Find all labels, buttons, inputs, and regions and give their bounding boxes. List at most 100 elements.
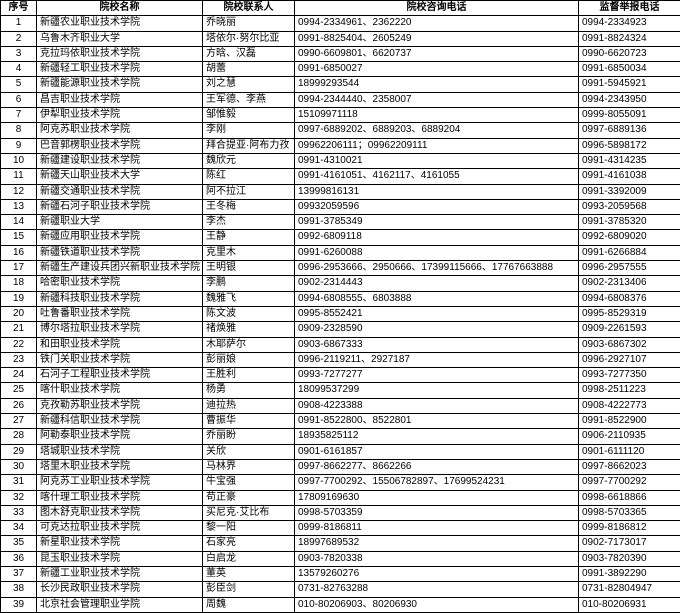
cell-name: 石河子工程职业技术学院 (37, 368, 203, 383)
cell-report: 0994-6808376 (579, 291, 680, 306)
cell-consult: 0997-7700292、15506782897、17699524231 (295, 475, 579, 490)
table-row: 22和田职业技术学院木耶萨尔0903-68673330903-6867302 (1, 337, 680, 352)
cell-name: 乌鲁木齐职业大学 (37, 31, 203, 46)
cell-report: 0994-2343950 (579, 92, 680, 107)
table-row: 14新疆职业大学李杰0991-37853490991-3785320 (1, 215, 680, 230)
cell-report: 0999-8186812 (579, 521, 680, 536)
cell-name: 图木舒克职业技术学院 (37, 505, 203, 520)
table-row: 28阿勒泰职业技术学院乔丽盼189358251120906-2110935 (1, 429, 680, 444)
cell-contact: 牛宝强 (203, 475, 295, 490)
cell-index: 26 (1, 398, 37, 413)
cell-index: 8 (1, 123, 37, 138)
table-row: 24石河子工程职业技术学院王胜利0993-72772770993-7277350 (1, 368, 680, 383)
cell-index: 24 (1, 368, 37, 383)
cell-name: 昆玉职业技术学院 (37, 551, 203, 566)
cell-consult: 0908-4223388 (295, 398, 579, 413)
cell-consult: 0997-6889202、6889203、6889204 (295, 123, 579, 138)
cell-contact: 周魏 (203, 597, 295, 612)
cell-index: 9 (1, 138, 37, 153)
cell-report: 0991-5945921 (579, 77, 680, 92)
cell-index: 33 (1, 505, 37, 520)
cell-consult: 0994-2344440、2358007 (295, 92, 579, 107)
cell-consult: 0991-8825404、2605249 (295, 31, 579, 46)
cell-index: 31 (1, 475, 37, 490)
cell-consult: 0996-2953666、2950666、17399115666、1776766… (295, 261, 579, 276)
table-row: 31阿克苏工业职业技术学院牛宝强0997-7700292、15506782897… (1, 475, 680, 490)
cell-contact: 胡蕾 (203, 62, 295, 77)
cell-consult: 0901-6161857 (295, 444, 579, 459)
cell-report: 0901-6111120 (579, 444, 680, 459)
cell-name: 新疆建设职业技术学院 (37, 153, 203, 168)
cell-contact: 黎一阳 (203, 521, 295, 536)
cell-index: 5 (1, 77, 37, 92)
cell-contact: 石家亮 (203, 536, 295, 551)
cell-contact: 拜合提亚·阿布力孜 (203, 138, 295, 153)
cell-contact: 曹振华 (203, 414, 295, 429)
col-name: 院校名称 (37, 1, 203, 16)
cell-consult: 18997689532 (295, 536, 579, 551)
table-row: 11新疆天山职业技术大学陈红0991-4161051、4162117、41610… (1, 169, 680, 184)
cell-contact: 白启龙 (203, 551, 295, 566)
cell-index: 7 (1, 108, 37, 123)
cell-name: 北京社会管理职业学院 (37, 597, 203, 612)
cell-name: 昌吉职业技术学院 (37, 92, 203, 107)
cell-consult: 0991-6260088 (295, 245, 579, 260)
cell-report: 0996-5898172 (579, 138, 680, 153)
cell-index: 19 (1, 291, 37, 306)
cell-consult: 010-80206903、80206930 (295, 597, 579, 612)
table-row: 2乌鲁木齐职业大学塔依尔·努尔比亚0991-8825404、2605249099… (1, 31, 680, 46)
table-row: 33图木舒克职业技术学院买尼克·艾比布0998-57033590998-5703… (1, 505, 680, 520)
cell-report: 0908-4222773 (579, 398, 680, 413)
cell-name: 新疆科信职业技术学院 (37, 414, 203, 429)
cell-index: 35 (1, 536, 37, 551)
cell-consult: 0995-8552421 (295, 306, 579, 321)
cell-name: 新星职业技术学院 (37, 536, 203, 551)
cell-consult: 18935825112 (295, 429, 579, 444)
cell-index: 21 (1, 322, 37, 337)
cell-contact: 王军德、李燕 (203, 92, 295, 107)
cell-name: 阿克苏职业技术学院 (37, 123, 203, 138)
cell-consult: 0999-8186811 (295, 521, 579, 536)
cell-name: 新疆应用职业技术学院 (37, 230, 203, 245)
cell-index: 1 (1, 16, 37, 31)
cell-report: 0909-2261593 (579, 322, 680, 337)
table-row: 5新疆能源职业技术学院刘之慧189992935440991-5945921 (1, 77, 680, 92)
cell-contact: 邹惟毅 (203, 108, 295, 123)
cell-report: 0996-2957555 (579, 261, 680, 276)
cell-consult: 0990-6609801、6620737 (295, 46, 579, 61)
cell-name: 新疆农业职业技术学院 (37, 16, 203, 31)
cell-consult: 0991-8522800、8522801 (295, 414, 579, 429)
cell-report: 0997-7700292 (579, 475, 680, 490)
cell-contact: 迪拉热 (203, 398, 295, 413)
table-row: 18哈密职业技术学院李鹏0902-23144430902-2313406 (1, 276, 680, 291)
cell-name: 巴音郭楞职业技术学院 (37, 138, 203, 153)
table-row: 20吐鲁番职业技术学院陈文波0995-85524210995-8529319 (1, 306, 680, 321)
cell-report: 0906-2110935 (579, 429, 680, 444)
cell-report: 0903-6867302 (579, 337, 680, 352)
cell-name: 新疆能源职业技术学院 (37, 77, 203, 92)
table-row: 4新疆轻工职业技术学院胡蕾0991-68500270991-6850034 (1, 62, 680, 77)
cell-index: 2 (1, 31, 37, 46)
table-row: 12新疆交通职业技术学院阿不拉江139998161310991-3392009 (1, 184, 680, 199)
cell-consult: 0991-4161051、4162117、4161055 (295, 169, 579, 184)
cell-index: 28 (1, 429, 37, 444)
table-row: 39北京社会管理职业学院周魏010-80206903、80206930010-8… (1, 597, 680, 612)
cell-name: 新疆石河子职业技术学院 (37, 199, 203, 214)
cell-contact: 阿不拉江 (203, 184, 295, 199)
cell-index: 29 (1, 444, 37, 459)
cell-report: 0991-3785320 (579, 215, 680, 230)
table-row: 16新疆铁道职业技术学院克里木0991-62600880991-6266884 (1, 245, 680, 260)
cell-index: 39 (1, 597, 37, 612)
table-row: 29塔城职业技术学院关欣0901-61618570901-6111120 (1, 444, 680, 459)
cell-consult: 09962206111；09962209111 (295, 138, 579, 153)
cell-contact: 方晗、汉磊 (203, 46, 295, 61)
cell-report: 0998-5703365 (579, 505, 680, 520)
table-row: 10新疆建设职业技术学院魏欣元0991-43100210991-4314235 (1, 153, 680, 168)
cell-consult: 0993-7277277 (295, 368, 579, 383)
table-row: 7伊犁职业技术学院邹惟毅151099711180999-8055091 (1, 108, 680, 123)
table-row: 15新疆应用职业技术学院王静0992-68091180992-6809020 (1, 230, 680, 245)
cell-report: 0991-4314235 (579, 153, 680, 168)
cell-contact: 董英 (203, 566, 295, 581)
cell-consult: 0991-4310021 (295, 153, 579, 168)
table-row: 3克拉玛依职业技术学院方晗、汉磊0990-6609801、66207370990… (1, 46, 680, 61)
